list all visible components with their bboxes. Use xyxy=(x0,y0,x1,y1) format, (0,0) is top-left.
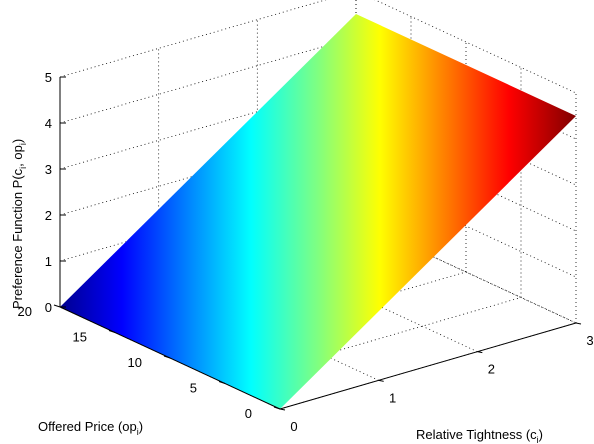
y-tick-label: 0 xyxy=(245,406,252,421)
axes xyxy=(53,76,582,411)
x-tick-label: 3 xyxy=(586,333,593,348)
grid-line xyxy=(59,36,357,124)
z-tick-label: 2 xyxy=(45,208,52,223)
z-tick-label: 0 xyxy=(45,300,52,315)
z-axis-label: Preference Function P(ci, opi) xyxy=(10,139,28,309)
x-tick-mark xyxy=(575,322,582,325)
grid-line xyxy=(374,0,577,94)
x-tick-label: 1 xyxy=(389,390,396,405)
grid-line xyxy=(59,0,327,78)
y-tick-mark xyxy=(218,381,226,384)
surface-plane xyxy=(60,14,576,409)
x-tick-label: 2 xyxy=(488,362,495,377)
grid-line xyxy=(169,271,467,359)
grid-line xyxy=(257,249,478,353)
y-tick-label: 5 xyxy=(190,381,197,396)
z-tick-label: 1 xyxy=(45,254,52,269)
y-tick-mark xyxy=(108,330,116,333)
y-tick-mark xyxy=(273,406,281,410)
x-axis-line xyxy=(279,322,577,410)
y-tick-mark xyxy=(53,304,61,308)
grid-line xyxy=(355,220,577,324)
x-tick-label: 0 xyxy=(290,419,297,434)
grid-line xyxy=(158,277,379,381)
y-tick-label: 20 xyxy=(18,304,32,319)
x-tick-mark xyxy=(378,379,384,382)
y-axis-label: Offered Price (opi) xyxy=(38,419,143,437)
x-axis-label: Relative Tightness (ci) xyxy=(416,427,543,444)
z-tick-label: 3 xyxy=(45,162,52,177)
x-tick-mark xyxy=(477,351,483,354)
tick-labels: 0 1 2 3 0 5 10 15 20 0 1 2 3 4 5 xyxy=(18,70,594,434)
z-tick-label: 4 xyxy=(45,116,52,131)
y-tick-label: 10 xyxy=(128,355,142,370)
y-tick-mark xyxy=(163,355,171,359)
grid-line xyxy=(224,297,522,384)
y-tick-label: 15 xyxy=(73,330,87,345)
x-tick-mark xyxy=(279,408,286,411)
z-tick-label: 5 xyxy=(45,70,52,85)
